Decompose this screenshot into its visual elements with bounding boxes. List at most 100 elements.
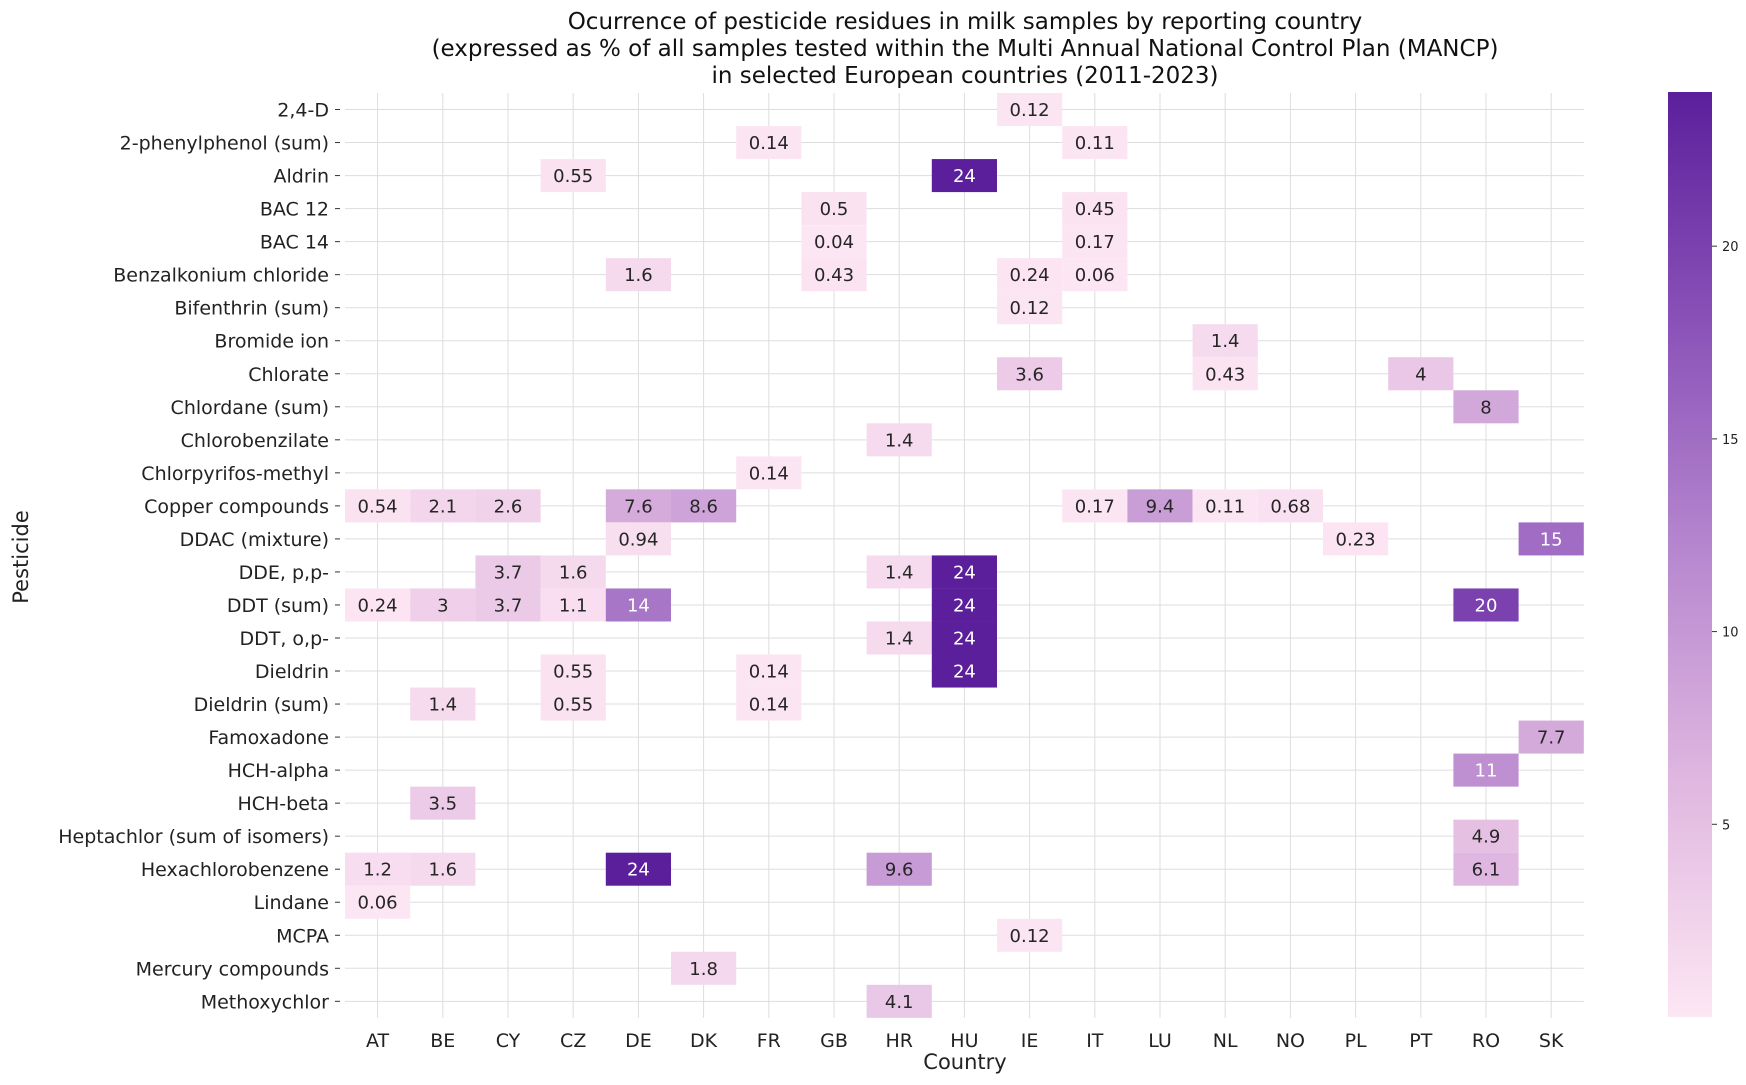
heatmap-cell-rect	[801, 225, 867, 259]
heatmap-cell-rect	[931, 555, 997, 589]
heatmap-cell: 0.24	[997, 258, 1063, 292]
x-tick-label: RO	[1472, 1030, 1500, 1052]
y-axis-label: Pesticide	[9, 510, 33, 603]
heatmap-cell-rect	[931, 654, 997, 688]
heatmap-cell: 0.12	[997, 291, 1063, 325]
heatmap-cell: 3	[410, 588, 476, 622]
x-tick-label: HU	[950, 1030, 978, 1052]
heatmap-cell-rect	[997, 357, 1063, 391]
heatmap-cell: 0.06	[345, 885, 411, 919]
cell-value-label: 2.6	[494, 496, 523, 517]
heatmap-cell-rect	[1062, 258, 1128, 292]
heatmap-cell: 24	[931, 654, 997, 688]
cell-value-label: 7.6	[624, 496, 653, 517]
y-tick-label: MCPA	[276, 925, 329, 947]
cell-value-label: 8.6	[689, 496, 718, 517]
heatmap-cell-rect	[671, 951, 737, 985]
cell-value-label: 4.9	[1472, 827, 1501, 848]
y-tick-label: BAC 12	[260, 199, 329, 221]
heatmap-cell-rect	[540, 159, 606, 193]
heatmap-cell-rect	[866, 621, 932, 655]
heatmap-cell: 0.14	[736, 654, 802, 688]
y-tick-label: HCH-beta	[237, 793, 329, 815]
y-tick-label: DDAC (mixture)	[180, 529, 329, 551]
heatmap-cell: 3.7	[475, 555, 541, 589]
heatmap-cell-rect	[410, 489, 476, 523]
heatmap-cell-rect	[1453, 588, 1519, 622]
x-axis-label: Country	[923, 1050, 1006, 1074]
cell-value-label: 0.12	[1010, 298, 1050, 319]
heatmap-cell-rect	[1127, 489, 1193, 523]
cell-value-label: 0.11	[1075, 133, 1115, 154]
chart-title-line: in selected European countries (2011-202…	[711, 63, 1218, 89]
heatmap-cell: 24	[931, 159, 997, 193]
heatmap-cell: 1.4	[866, 555, 932, 589]
heatmap-cell-rect	[410, 852, 476, 886]
heatmap-cell-rect	[540, 555, 606, 589]
heatmap-cell: 6.1	[1453, 852, 1519, 886]
heatmap-cell-rect	[475, 588, 541, 622]
cell-value-label: 0.5	[820, 199, 849, 220]
heatmap-cell-rect	[1192, 489, 1258, 523]
x-tick-label: PL	[1345, 1030, 1367, 1052]
cell-value-label: 1.4	[885, 628, 914, 649]
cell-value-label: 24	[953, 562, 976, 583]
heatmap-cell: 14	[605, 588, 671, 622]
colorbar-tick-label: 5	[1722, 818, 1730, 833]
heatmap-cell-rect	[605, 588, 671, 622]
x-tick-label: DE	[625, 1030, 652, 1052]
heatmap-cell: 0.5	[801, 192, 867, 226]
heatmap-cell-rect	[1388, 357, 1454, 391]
cell-value-label: 2.1	[428, 496, 457, 517]
heatmap-cell: 1.1	[540, 588, 606, 622]
cell-value-label: 1.6	[624, 265, 653, 286]
heatmap-cell: 24	[931, 555, 997, 589]
heatmap-cell: 0.17	[1062, 225, 1128, 259]
heatmap-cell: 0.43	[1192, 357, 1258, 391]
x-tick-labels: AT BE CY CZ DE DK FR GB HR HU IE IT LU NL NO PL PT RO SK	[366, 1030, 1564, 1052]
cell-value-label: 0.43	[1205, 364, 1245, 385]
y-tick-label: Hexachlorobenzene	[141, 859, 329, 881]
heatmap-cell: 1.6	[605, 258, 671, 292]
cell-value-label: 24	[953, 628, 976, 649]
cell-value-label: 4.1	[885, 992, 914, 1013]
heatmap-cell-rect	[801, 192, 867, 226]
heatmap-cell-rect	[605, 522, 671, 556]
heatmap-cell-rect	[1323, 522, 1389, 556]
heatmap-cell: 7.7	[1518, 720, 1584, 754]
cell-value-label: 0.06	[1075, 265, 1115, 286]
cell-value-label: 3.7	[494, 562, 523, 583]
heatmap-cell-rect	[801, 258, 867, 292]
y-tick-label: HCH-alpha	[228, 760, 329, 782]
heatmap-cell-rect	[1062, 225, 1128, 259]
cell-value-label: 0.94	[618, 529, 658, 550]
cell-value-label: 0.17	[1075, 232, 1115, 253]
colorbar-gradient	[1668, 92, 1712, 1017]
heatmap-cell-rect	[1062, 192, 1128, 226]
heatmap-cell: 0.45	[1062, 192, 1128, 226]
x-tick-label: AT	[366, 1030, 390, 1052]
y-tick-label: DDT (sum)	[227, 595, 329, 617]
heatmap-cell-rect	[1062, 126, 1128, 160]
cell-value-label: 0.06	[358, 893, 398, 914]
x-tick-label: CY	[496, 1030, 521, 1052]
heatmap-cell: 0.94	[605, 522, 671, 556]
y-tick-label: Chlordane (sum)	[171, 397, 329, 419]
heatmap-cell-rect	[475, 489, 541, 523]
y-tick-label: Dieldrin	[255, 661, 329, 683]
cell-value-label: 0.24	[358, 595, 398, 616]
y-tick-label: Bromide ion	[214, 331, 329, 353]
cell-value-label: 14	[627, 595, 650, 616]
y-tick-label: Mercury compounds	[136, 958, 329, 980]
cell-value-label: 1.2	[363, 860, 392, 881]
heatmap-cell: 1.6	[410, 852, 476, 886]
x-tick-label: NO	[1276, 1030, 1305, 1052]
heatmap-cell-rect	[866, 423, 932, 457]
y-tick-label: DDT, o,p-	[239, 628, 329, 650]
cell-value-label: 11	[1475, 761, 1498, 782]
heatmap-cell: 0.06	[1062, 258, 1128, 292]
y-tick-label: 2,4-D	[277, 100, 329, 122]
cell-value-label: 0.12	[1010, 926, 1050, 947]
heatmap-cell-rect	[410, 687, 476, 721]
